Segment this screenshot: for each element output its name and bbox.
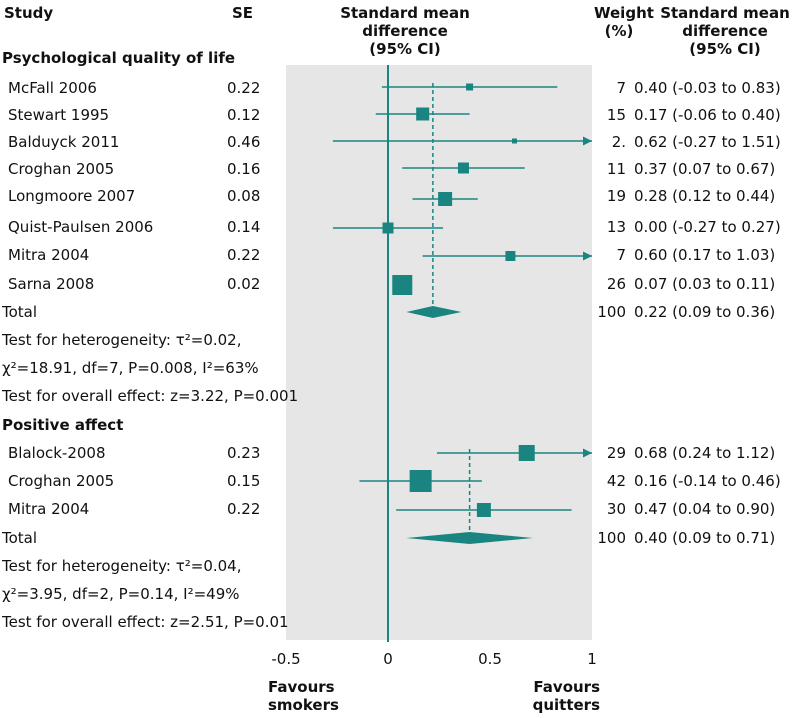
header-se: SE <box>232 4 254 22</box>
study-name: McFall 2006 <box>8 79 97 97</box>
header-smd-line2: difference <box>362 22 448 40</box>
favours-smokers-line1: Favours <box>268 678 335 696</box>
point-estimate-box <box>476 503 491 517</box>
x-tick-label: 0 <box>383 650 393 668</box>
study-se: 0.02 <box>227 275 261 293</box>
study-weight: 29 <box>606 444 626 462</box>
study-ci-text: 0.68 (0.24 to 1.12) <box>634 444 776 462</box>
study-name: Sarna 2008 <box>8 275 95 293</box>
header-ci-line1: Standard mean <box>660 4 790 22</box>
heterogeneity-stat: χ²=18.91, df=7, P=0.008, I²=63% <box>2 359 259 377</box>
total-label: Total <box>2 529 38 547</box>
header-weight-line2: (%) <box>604 22 634 40</box>
point-estimate-box <box>466 83 474 91</box>
study-ci-text: 0.47 (0.04 to 0.90) <box>634 500 776 518</box>
total-weight: 100 <box>597 303 626 321</box>
header-ci-line3: (95% CI) <box>689 40 761 58</box>
study-name: Mitra 2004 <box>8 500 90 518</box>
study-se: 0.16 <box>227 160 261 178</box>
study-se: 0.15 <box>227 472 261 490</box>
ci-arrow <box>583 136 592 146</box>
study-weight: 19 <box>606 187 626 205</box>
overall-effect-stat: Test for overall effect: z=3.22, P=0.001 <box>2 387 299 405</box>
header-smd-line3: (95% CI) <box>369 40 441 58</box>
study-weight: 30 <box>606 500 626 518</box>
study-name: Quist-Paulsen 2006 <box>8 218 154 236</box>
study-se: 0.22 <box>227 79 261 97</box>
group-title-positive-affect: Positive affect <box>2 416 124 434</box>
x-tick-label: 0.5 <box>478 650 502 668</box>
point-estimate-box <box>457 162 469 174</box>
plot-panel <box>286 65 592 640</box>
study-ci-text: 0.62 (-0.27 to 1.51) <box>634 133 781 151</box>
favours-quitters-label: Favours quitters <box>530 678 600 714</box>
favours-smokers-label: Favours smokers <box>268 678 339 714</box>
study-ci-text: 0.00 (-0.27 to 0.27) <box>634 218 781 236</box>
study-name: Balduyck 2011 <box>8 133 120 151</box>
study-ci-text: 0.60 (0.17 to 1.03) <box>634 246 776 264</box>
point-estimate-box <box>392 275 413 295</box>
point-estimate-box <box>518 445 535 461</box>
favours-quitters-line1: Favours <box>533 678 600 696</box>
ci-arrow <box>583 448 592 458</box>
heterogeneity-stat: χ²=3.95, df=2, P=0.14, I²=49% <box>2 585 240 603</box>
total-ci-text: 0.22 (0.09 to 0.36) <box>634 303 776 321</box>
point-estimate-box <box>409 470 432 492</box>
total-diamond <box>406 532 533 544</box>
point-estimate-box <box>511 138 517 144</box>
study-name: Stewart 1995 <box>8 106 110 124</box>
study-ci-text: 0.37 (0.07 to 0.67) <box>634 160 776 178</box>
point-estimate-box <box>416 107 430 121</box>
study-se: 0.22 <box>227 246 261 264</box>
study-name: Blalock-2008 <box>8 444 106 462</box>
point-estimate-box <box>505 251 516 261</box>
study-weight: 2. <box>611 133 626 151</box>
study-weight: 42 <box>606 472 626 490</box>
study-weight: 7 <box>616 79 626 97</box>
study-weight: 26 <box>606 275 626 293</box>
study-se: 0.23 <box>227 444 261 462</box>
study-se: 0.14 <box>227 218 261 236</box>
study-weight: 7 <box>616 246 626 264</box>
heterogeneity-stat: Test for heterogeneity: τ²=0.02, <box>2 331 242 349</box>
header-study: Study <box>4 4 54 22</box>
study-name: Longmoore 2007 <box>8 187 136 205</box>
study-weight: 15 <box>606 106 626 124</box>
header-smd-line1: Standard mean <box>340 4 470 22</box>
group-title-psychological: Psychological quality of life <box>2 49 236 67</box>
overall-effect-stat: Test for overall effect: z=2.51, P=0.01 <box>2 613 289 631</box>
header-ci: Standard mean difference (95% CI) <box>650 4 800 58</box>
study-ci-text: 0.28 (0.12 to 0.44) <box>634 187 776 205</box>
total-label: Total <box>2 303 38 321</box>
study-weight: 11 <box>606 160 626 178</box>
study-name: Mitra 2004 <box>8 246 90 264</box>
total-diamond <box>406 306 462 318</box>
study-ci-text: 0.17 (-0.06 to 0.40) <box>634 106 781 124</box>
study-se: 0.46 <box>227 133 261 151</box>
total-ci-text: 0.40 (0.09 to 0.71) <box>634 529 776 547</box>
total-weight: 100 <box>597 529 626 547</box>
study-se: 0.12 <box>227 106 261 124</box>
x-tick-label: -0.5 <box>271 650 300 668</box>
study-weight: 13 <box>606 218 626 236</box>
study-ci-text: 0.40 (-0.03 to 0.83) <box>634 79 781 97</box>
study-name: Croghan 2005 <box>8 160 115 178</box>
study-name: Croghan 2005 <box>8 472 115 490</box>
header-ci-line2: difference <box>682 22 768 40</box>
favours-smokers-line2: smokers <box>268 696 339 714</box>
header-weight: Weight (%) <box>594 4 654 40</box>
point-estimate-box <box>438 192 453 206</box>
favours-quitters-line2: quitters <box>532 696 600 714</box>
study-ci-text: 0.16 (-0.14 to 0.46) <box>634 472 781 490</box>
study-se: 0.22 <box>227 500 261 518</box>
header-weight-line1: Weight <box>594 4 654 22</box>
study-ci-text: 0.07 (0.03 to 0.11) <box>634 275 776 293</box>
ci-arrow <box>583 251 592 261</box>
header-smd: Standard mean difference (95% CI) <box>330 4 480 58</box>
heterogeneity-stat: Test for heterogeneity: τ²=0.04, <box>2 557 242 575</box>
x-tick-label: 1 <box>587 650 597 668</box>
study-se: 0.08 <box>227 187 261 205</box>
